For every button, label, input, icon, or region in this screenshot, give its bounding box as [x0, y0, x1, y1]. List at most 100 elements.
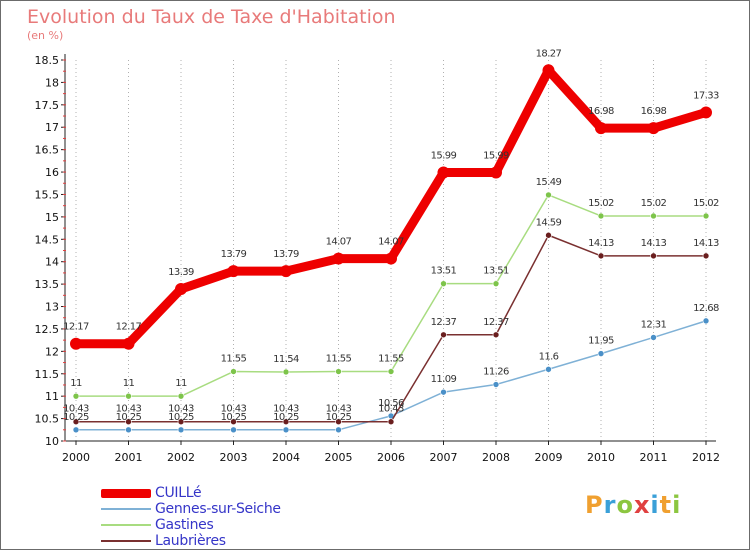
data-label: 11	[70, 378, 82, 389]
data-label: 16.98	[641, 106, 667, 117]
data-label: 10.25	[221, 412, 247, 423]
x-tick-label: 2009	[535, 451, 563, 464]
data-label: 10.43	[378, 404, 404, 415]
logo-letter: i	[650, 491, 660, 519]
data-label: 11.55	[221, 354, 247, 365]
y-tick-label: 16.5	[35, 144, 60, 157]
proxiti-logo: Proxiti	[585, 491, 681, 519]
data-label: 12.68	[693, 303, 719, 314]
data-point	[492, 331, 500, 339]
data-point	[492, 280, 500, 287]
data-label: 10.43	[221, 404, 247, 415]
data-label: 13.51	[483, 266, 509, 277]
data-point	[230, 418, 237, 426]
logo-letter: o	[616, 491, 634, 519]
logo-letter: x	[633, 491, 651, 519]
data-point	[597, 212, 605, 220]
data-point	[72, 418, 80, 426]
data-label: 12.37	[483, 317, 509, 328]
data-point	[702, 212, 710, 220]
data-label: 15.99	[431, 151, 457, 162]
data-label: 13.79	[221, 249, 247, 260]
y-tick-label: 10.5	[35, 413, 60, 426]
chart-title: Evolution du Taux de Taxe d'Habitation	[27, 6, 396, 28]
data-point	[702, 317, 710, 325]
data-point	[702, 252, 710, 260]
data-point	[177, 426, 185, 434]
data-point	[335, 368, 342, 375]
data-label: 12.31	[641, 319, 667, 330]
x-tick-label: 2006	[377, 451, 405, 464]
x-tick-label: 2003	[220, 451, 248, 464]
legend-swatch	[101, 524, 151, 526]
data-point	[387, 368, 395, 375]
data-point	[597, 350, 605, 357]
y-tick-label: 14	[45, 256, 59, 269]
data-point	[647, 122, 660, 135]
data-label: 10.43	[63, 404, 89, 415]
data-point	[597, 252, 605, 260]
data-point	[227, 265, 240, 278]
legend-label: Gennes-sur-Seiche	[155, 501, 281, 517]
y-tick-label: 15	[45, 211, 59, 224]
data-label: 18.27	[536, 48, 562, 59]
data-label: 12.17	[63, 322, 89, 333]
logo-letter: r	[603, 491, 617, 519]
data-label: 10.43	[116, 404, 142, 415]
data-label: 10.56	[378, 398, 404, 409]
data-label: 10.25	[116, 412, 142, 423]
data-label: 14.59	[536, 217, 562, 228]
data-point	[125, 392, 132, 400]
data-label: 11.09	[431, 374, 457, 385]
data-label: 14.13	[641, 238, 667, 249]
data-point	[387, 418, 395, 426]
data-point	[335, 418, 342, 426]
data-point	[72, 392, 80, 400]
chart-subtitle: (en %)	[27, 29, 64, 42]
data-label: 10.25	[168, 412, 194, 423]
data-point	[177, 392, 185, 400]
y-tick-label: 13.5	[35, 278, 60, 291]
data-label: 13.79	[273, 249, 299, 260]
data-label: 15.49	[536, 177, 562, 188]
data-label: 13.39	[168, 267, 194, 278]
data-point	[542, 64, 555, 77]
data-point	[595, 122, 607, 135]
data-point	[122, 337, 135, 350]
x-tick-label: 2004	[272, 451, 300, 464]
data-point	[650, 334, 657, 341]
y-tick-label: 16	[45, 166, 59, 179]
y-tick-label: 12	[45, 345, 59, 358]
data-point	[125, 426, 132, 434]
data-label: 10.43	[168, 404, 194, 415]
data-point	[545, 231, 552, 239]
data-point	[437, 166, 450, 179]
data-point	[72, 426, 80, 434]
data-label: 11.54	[273, 354, 299, 365]
legend-label: CUILLé	[155, 485, 202, 501]
data-point	[335, 426, 342, 434]
data-label: 11.26	[483, 367, 509, 378]
data-label: 17.33	[693, 90, 719, 101]
y-tick-label: 13	[45, 301, 59, 314]
logo-letter: t	[659, 491, 673, 519]
data-label: 15.02	[693, 198, 719, 209]
data-label: 14.13	[588, 238, 614, 249]
data-label: 15.02	[588, 198, 614, 209]
y-tick-label: 14.5	[35, 233, 60, 246]
data-label: 11	[175, 378, 187, 389]
data-label: 11.6	[539, 351, 559, 362]
x-tick-label: 2010	[587, 451, 615, 464]
y-tick-label: 17	[45, 121, 59, 134]
data-label: 15.02	[641, 198, 667, 209]
data-point	[490, 166, 502, 179]
data-label: 11	[123, 378, 135, 389]
x-tick-label: 2007	[430, 451, 458, 464]
x-tick-label: 2011	[640, 451, 668, 464]
y-tick-label: 18	[45, 76, 59, 89]
legend-swatch	[101, 508, 151, 510]
data-point	[545, 365, 552, 373]
x-tick-label: 2012	[692, 451, 720, 464]
y-tick-label: 11	[45, 390, 59, 403]
